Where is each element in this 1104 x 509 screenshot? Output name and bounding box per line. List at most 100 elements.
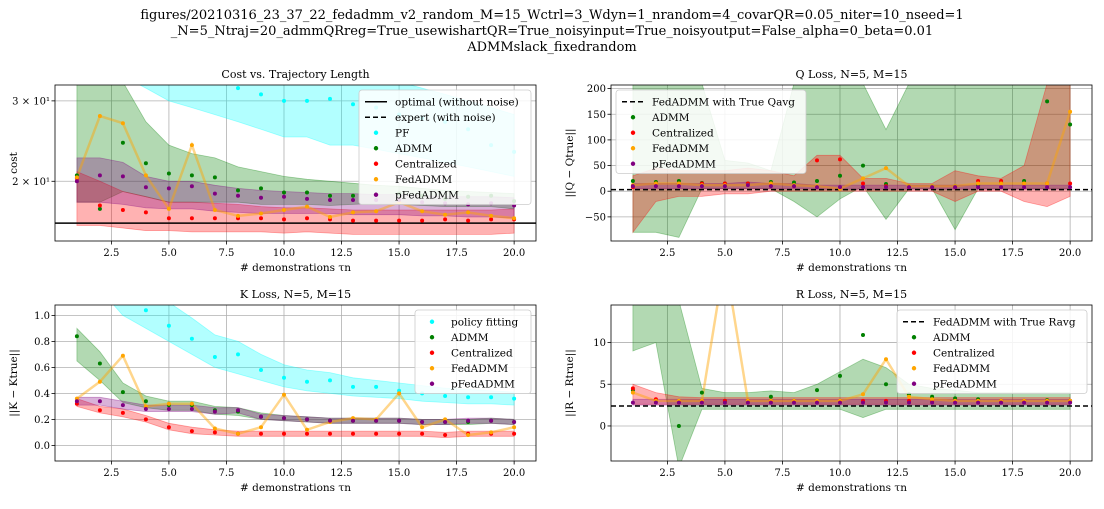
x-tick-label: 15.0 [944,248,966,259]
legend-box [358,89,532,205]
data-point [282,208,286,212]
data-point [374,218,379,223]
data-point [189,336,194,341]
data-point [466,210,471,215]
data-point [838,157,842,162]
band-admm [632,305,1071,461]
data-point [189,401,194,406]
legend: optimal (without noise) expert (with nois… [358,89,532,205]
data-point [630,184,635,189]
x-tick-label: 10.0 [829,248,851,259]
data-point [907,394,911,399]
plot-area [611,305,1092,461]
data-point [676,424,681,428]
legend-label: pFedADMM [933,379,997,391]
data-point [815,388,819,393]
data-point [305,417,309,422]
data-point [236,352,240,357]
data-point [97,173,102,178]
x-tick-label: 5.0 [161,248,177,259]
y-tick-label: 3 × 10¹ [12,96,50,107]
data-point [97,361,102,366]
data-point [120,174,125,179]
chart-title: K Loss, N=5, M=15 [240,288,351,301]
data-point [97,408,102,413]
data-point [212,430,217,435]
legend-label: ADMM [932,332,971,344]
data-point [97,206,102,211]
data-point [351,198,355,202]
data-point [512,396,517,401]
data-point [653,184,658,189]
x-tick-label: 15.0 [388,248,410,259]
data-point [861,333,865,337]
legend-swatch [429,381,435,386]
data-point [305,190,309,195]
legend-swatch [373,130,379,135]
data-point [143,417,148,422]
data-point [1022,400,1027,405]
plot-frame [610,304,1093,462]
data-point [74,179,79,184]
data-point [120,121,125,126]
line-fedadmm [76,353,515,437]
y-axis-label: cost [8,151,20,174]
data-point [121,287,125,291]
legend-label: policy fitting [451,317,518,329]
band-policy-fitting [113,305,515,406]
data-point [466,218,471,223]
legend-label: pFedADMM [395,190,459,202]
data-point [1045,181,1050,186]
data-point [305,431,309,436]
legend-label: Centralized [933,348,995,360]
x-axis-label: # demonstrations τn [240,482,351,494]
data-point [745,183,750,188]
data-point [143,161,148,166]
x-tick-label: 2.5 [103,248,119,259]
data-point [1068,185,1073,190]
data-point [259,186,263,191]
data-point [374,418,379,423]
legend-label: FedADMM with True Qavg [652,97,795,109]
data-point [282,194,286,199]
data-point [1068,122,1073,127]
data-point [166,171,171,176]
data-point [722,184,727,189]
data-point [121,42,125,46]
data-point [212,208,217,212]
legend-label: FedADMM [933,363,990,375]
data-point [328,418,332,423]
data-point [443,420,448,424]
data-point [98,261,102,265]
chart-title: Q Loss, N=5, M=15 [795,68,907,81]
data-point [953,400,958,405]
data-point [838,373,842,378]
band-admm [76,327,515,426]
data-point [328,215,332,219]
legend-swatch [373,192,379,197]
data-point [792,184,796,189]
legend-swatch [911,335,917,340]
data-point [489,430,494,435]
y-tick-label: 50 [593,161,606,172]
data-point [838,400,842,405]
data-point [768,400,773,405]
data-point [630,179,635,183]
y-tick-label: 0.6 [34,363,50,374]
data-point [328,378,332,383]
legend-box [414,309,532,394]
legend: policy fitting ADMM Centralized FedADMM pFed… [414,309,532,394]
data-point [259,216,263,221]
y-tick-label: 0.2 [34,415,50,426]
data-point [815,158,819,163]
data-point [120,390,125,395]
legend-label: ADMM [394,143,433,155]
data-point [351,193,355,198]
x-tick-label: 5.0 [717,468,733,479]
legend-swatch [630,161,636,166]
band-pfedadmm [76,396,515,426]
x-tick-label: 7.5 [775,468,791,479]
data-point [282,416,286,421]
data-point [489,418,494,423]
data-point [120,403,125,408]
